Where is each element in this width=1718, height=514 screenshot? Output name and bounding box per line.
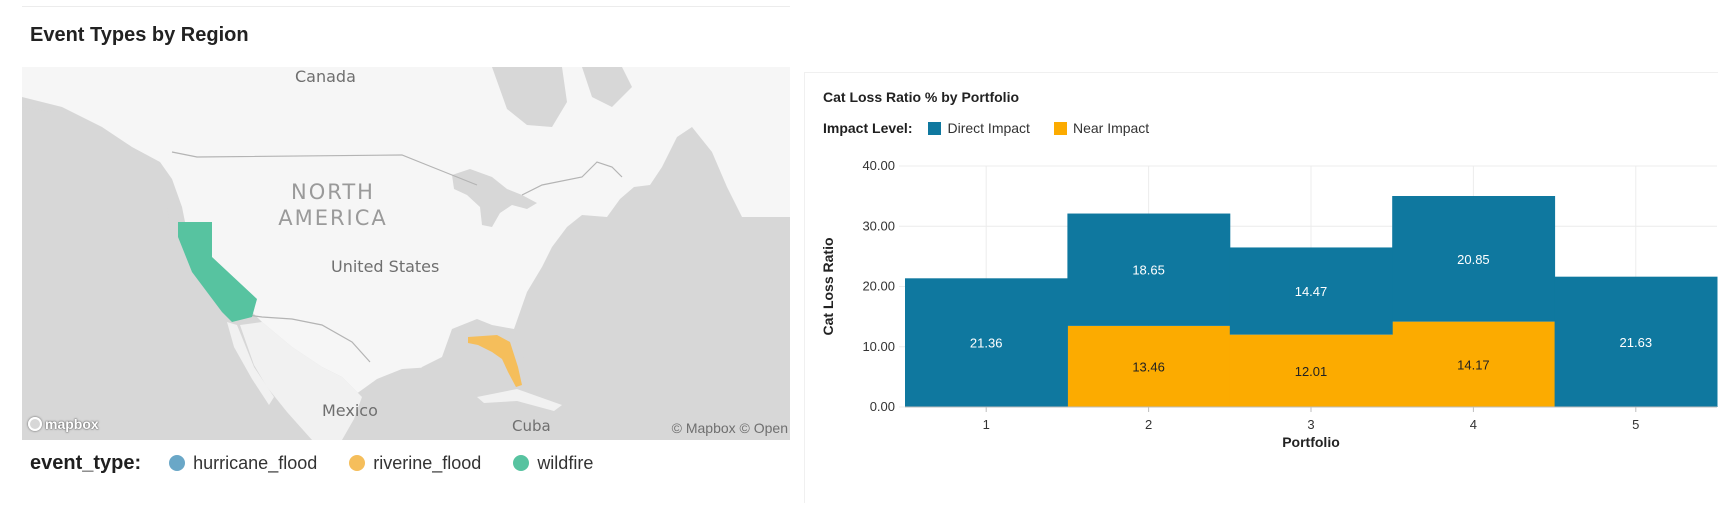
legend-dot-icon [513, 455, 530, 471]
map-label-canada: Canada [295, 67, 356, 86]
y-tick-label: 20.00 [862, 279, 895, 294]
pacific-ocean [22, 67, 322, 440]
legend-item-hurricane-flood[interactable]: hurricane_flood [169, 453, 317, 474]
panel-title: Event Types by Region [30, 24, 249, 46]
cat-loss-ratio-panel: 0.00 10.00 20.00 30.00 40.00 13.46 12.01 14.17 2… [804, 72, 1718, 503]
bar-data-label: 21.63 [1620, 335, 1653, 350]
bar-near-impact [1067, 325, 1231, 407]
map-label-north-america: NORTH AMERICA [278, 180, 388, 230]
map-attribution[interactable]: © Mapbox © Open [671, 420, 788, 436]
divider [22, 6, 790, 7]
impact-legend-title: Impact Level: [823, 120, 913, 136]
legend-item-wildfire[interactable]: wildfire [513, 453, 593, 474]
land-cuba [477, 389, 562, 411]
legend-item-direct-impact[interactable]: Direct Impact [928, 120, 1030, 136]
bar-direct-impact [1229, 247, 1393, 335]
x-tick-label: 2 [1145, 417, 1152, 432]
land-mexico [240, 322, 362, 440]
map-canvas[interactable] [22, 67, 790, 440]
bar-data-label: 20.85 [1457, 252, 1490, 267]
bar-direct-impact [1554, 276, 1718, 407]
bar-direct-impact [1067, 213, 1231, 326]
bar-data-label: 14.47 [1295, 284, 1328, 299]
bar-data-label: 18.65 [1132, 263, 1165, 278]
bar-direct-impact [905, 278, 1068, 407]
y-axis-title: Cat Loss Ratio [820, 237, 836, 335]
bar-direct-impact [1392, 196, 1556, 322]
mapbox-logo[interactable]: mapbox [28, 416, 99, 432]
y-tick-label: 40.00 [862, 158, 895, 173]
map-label-mexico: Mexico [322, 401, 378, 420]
legend-item-riverine-flood[interactable]: riverine_flood [349, 453, 481, 474]
x-tick-label: 5 [1632, 417, 1639, 432]
map-label-united-states: United States [331, 257, 440, 276]
impact-level-legend: Impact Level: Direct Impact Near Impact [823, 120, 1173, 136]
border-us-mexico [226, 311, 371, 363]
legend-title: event_type: [30, 451, 142, 474]
mapbox-logo-icon [28, 417, 42, 431]
y-tick-label: 0.00 [870, 399, 895, 414]
bar-data-label: 12.01 [1295, 364, 1328, 379]
x-axis-title: Portfolio [1282, 434, 1340, 450]
bar-near-impact [1229, 334, 1393, 407]
legend-swatch-icon [928, 121, 942, 135]
chart-title: Cat Loss Ratio % by Portfolio [823, 89, 1020, 105]
bar-data-label: 14.17 [1457, 357, 1490, 372]
x-tick-label: 1 [983, 417, 990, 432]
x-tick-label: 4 [1470, 417, 1477, 432]
bar-near-impact [1392, 321, 1556, 407]
legend-swatch-icon [1053, 121, 1067, 135]
map-label-cuba: Cuba [512, 417, 551, 435]
bar-data-label: 21.36 [970, 336, 1003, 351]
region-florida[interactable] [468, 335, 522, 387]
hudson-bay [492, 67, 567, 127]
gulf-of-mexico [352, 335, 582, 440]
legend-dot-icon [169, 455, 186, 471]
land-north-america [22, 67, 790, 402]
y-tick-label: 30.00 [862, 218, 895, 233]
event-type-legend: event_type: hurricane_flood riverine_flo… [30, 450, 625, 476]
legend-dot-icon [349, 455, 366, 471]
event-types-panel: Event Types by Region [0, 0, 790, 514]
border-us-canada [171, 151, 478, 186]
region-map[interactable]: Canada NORTH AMERICA United States Mexic… [22, 67, 790, 440]
border-us-canada-east [521, 161, 623, 196]
region-california[interactable] [178, 222, 257, 322]
bar-data-label: 13.46 [1132, 359, 1165, 374]
y-tick-label: 10.00 [862, 339, 895, 354]
x-tick-label: 3 [1307, 417, 1314, 432]
legend-item-near-impact[interactable]: Near Impact [1053, 120, 1149, 136]
cat-loss-ratio-chart[interactable]: 0.00 10.00 20.00 30.00 40.00 13.46 12.01 14.17 2… [805, 73, 1718, 503]
